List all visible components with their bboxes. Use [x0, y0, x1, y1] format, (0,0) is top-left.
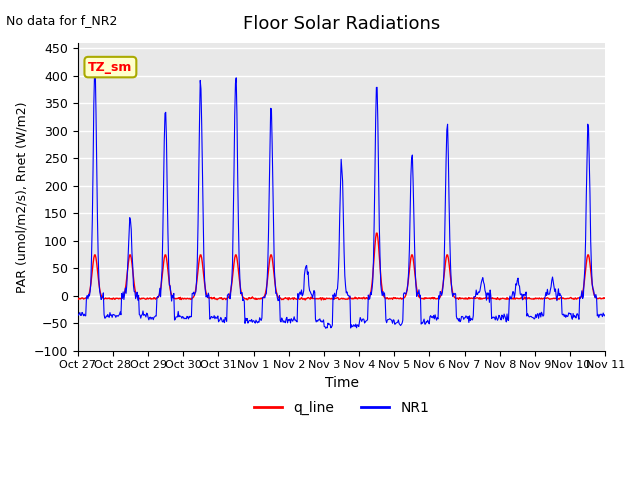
Text: No data for f_NR2: No data for f_NR2 — [6, 14, 118, 27]
Legend: q_line, NR1: q_line, NR1 — [248, 396, 435, 421]
X-axis label: Time: Time — [324, 376, 358, 390]
Text: TZ_sm: TZ_sm — [88, 60, 132, 73]
Y-axis label: PAR (umol/m2/s), Rnet (W/m2): PAR (umol/m2/s), Rnet (W/m2) — [15, 101, 28, 293]
Title: Floor Solar Radiations: Floor Solar Radiations — [243, 15, 440, 33]
